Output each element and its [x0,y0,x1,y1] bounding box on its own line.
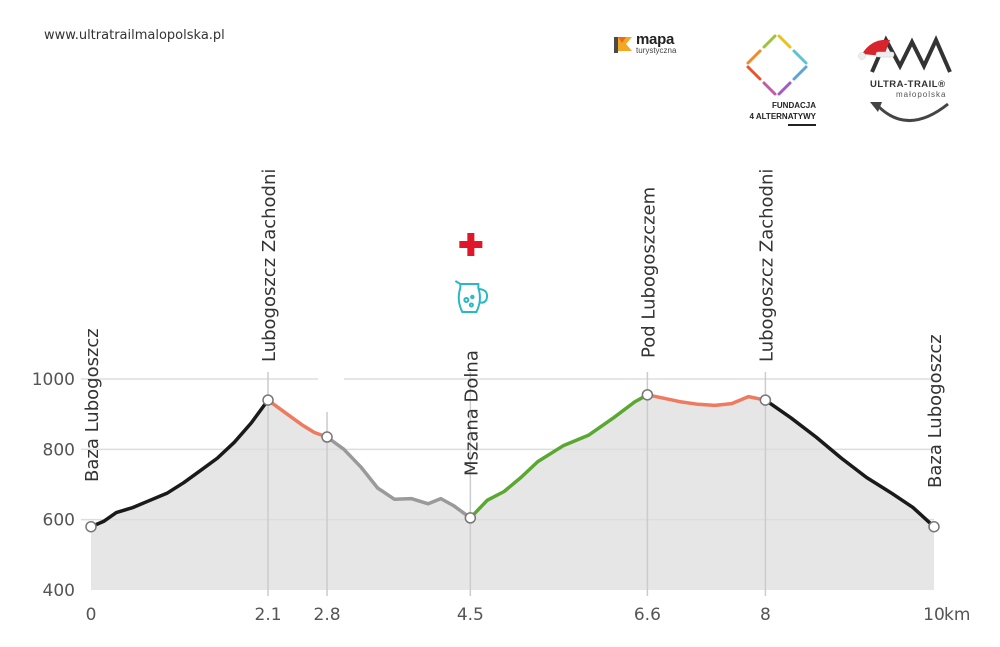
waypoint-label-1: Baza Lubogoszcz [82,328,103,482]
first-aid-cross-icon [459,233,483,256]
mapa-turystyczna-logo[interactable]: mapa turystyczna [614,31,694,60]
profile-segment-3 [325,435,473,520]
fundacja-line2: 4 ALTERNATYWY [749,112,816,121]
mapa-logo-title: mapa [636,31,674,48]
fundacja-logo[interactable]: FUNDACJA 4 ALTERNATYWY [736,32,828,132]
y-tick-label-1000: 1000 [32,370,75,390]
x-tick-label-6: 10 [923,605,945,625]
waypoint-marker-6 [759,394,772,406]
mountains-santa-hat-icon [858,35,952,122]
profile-segment-5 [645,393,768,408]
waypoint-marker-3 [321,431,333,443]
ultra-trail-logo-title: ULTRA-TRAIL® [870,79,946,90]
x-tick-label-4: 6.6 [634,605,661,625]
waypoint-marker-5 [641,389,654,401]
waypoint-label-4: Mszana Dolna [461,350,482,476]
waypoint-marker-7 [928,520,940,533]
x-tick-label-5: 8 [760,605,771,625]
y-tick-label-800: 800 [43,440,75,460]
mapa-logo-subtitle: turystyczna [636,46,677,55]
mapa-flag-icon [614,37,632,53]
waypoint-label-6: Lubogoszcz Zachodni [756,169,777,362]
y-tick-label-600: 600 [43,511,75,531]
waypoint-marker-1 [85,520,97,533]
grid-gap-mask [318,370,344,384]
profile-segment-4 [468,393,650,520]
x-tick-label-3: 4.5 [457,605,484,625]
fundacja-logo-text: FUNDACJA 4 ALTERNATYWY [736,100,816,122]
waypoint-label-7: Baza Lubogoszcz [925,334,946,488]
x-tick-label-0: 0 [86,605,97,625]
x-tick-label-1: 2.1 [255,605,282,625]
waypoint-label-2: Lubogoszcz Zachodni [259,169,280,362]
ultra-trail-logo[interactable]: ULTRA-TRAIL® małopolska [856,32,964,132]
fundacja-line1: FUNDACJA [772,101,816,110]
y-tick-label-400: 400 [43,581,75,601]
x-tick-label-2: 2.8 [314,605,341,625]
profile-segment-1 [89,398,270,529]
ultra-trail-logo-subtitle: małopolska [896,90,947,99]
waypoint-label-5: Pod Lubogoszczem [638,187,659,358]
profile-segment-6 [763,398,936,529]
x-unit-label: km [944,605,970,625]
profile-segment-2 [266,398,329,439]
waypoint-marker-4 [464,512,477,524]
website-url[interactable]: www.ultratrailmalopolska.pl [44,28,225,43]
waypoint-marker-2 [262,394,274,406]
water-jug-icon [454,280,489,313]
fundacja-diamond-icon [746,34,808,96]
profile-area-fill [91,394,934,590]
fundacja-underline [788,124,816,126]
